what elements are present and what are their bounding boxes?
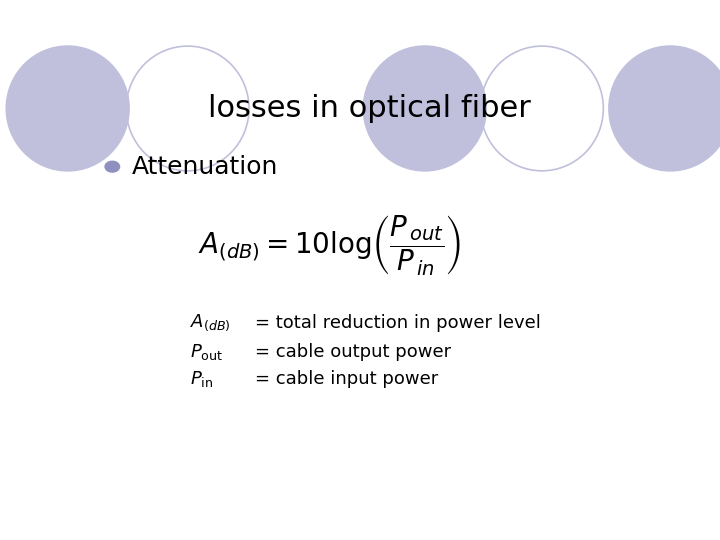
Text: $A_{(dB)} = 10\log\!\left(\dfrac{P_{\,out}}{P_{\,in}}\right)$: $A_{(dB)} = 10\log\!\left(\dfrac{P_{\,ou… <box>199 213 462 278</box>
Text: $P_{\mathrm{in}}$: $P_{\mathrm{in}}$ <box>190 369 214 389</box>
Text: = cable output power: = cable output power <box>255 343 451 361</box>
Text: $P_{\mathrm{out}}$: $P_{\mathrm{out}}$ <box>190 342 224 362</box>
Circle shape <box>105 161 120 172</box>
Text: = total reduction in power level: = total reduction in power level <box>255 314 541 332</box>
Text: $A_{(dB)}$: $A_{(dB)}$ <box>190 312 231 333</box>
Ellipse shape <box>609 46 720 171</box>
Ellipse shape <box>364 46 486 171</box>
Text: losses in optical fiber: losses in optical fiber <box>207 94 531 123</box>
Text: = cable input power: = cable input power <box>255 370 438 388</box>
Ellipse shape <box>6 46 129 171</box>
Text: Attenuation: Attenuation <box>132 154 278 179</box>
